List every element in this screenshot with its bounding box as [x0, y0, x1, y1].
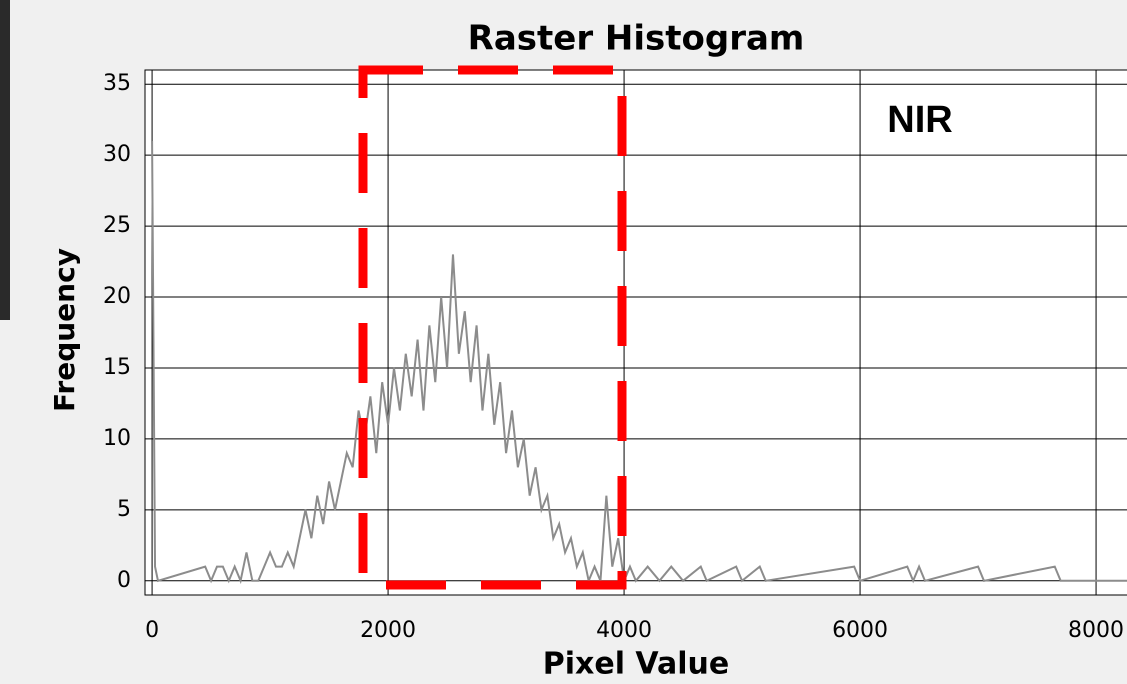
- y-tick-label: 5: [117, 497, 131, 522]
- y-tick-label: 20: [103, 284, 131, 309]
- x-tick-label: 2000: [360, 618, 416, 643]
- background-strip: [0, 0, 10, 320]
- marks: [151, 140, 1127, 585]
- x-tick-label: 6000: [832, 618, 888, 643]
- x-tick-label: 0: [145, 618, 159, 643]
- grid: [145, 70, 1127, 595]
- x-axis-label: Pixel Value: [543, 647, 730, 682]
- y-tick-label: 25: [103, 213, 131, 238]
- plot-area: [144, 69, 1127, 596]
- y-tick-label: 35: [103, 71, 131, 96]
- y-tick-label: 0: [117, 568, 131, 593]
- highlight-box: [358, 65, 627, 590]
- y-tick-label: 10: [103, 426, 131, 451]
- chart-title: Raster Histogram: [468, 19, 805, 59]
- y-axis-label: Frequency: [48, 248, 81, 412]
- y-tick-label: 30: [103, 142, 131, 167]
- annotation: NIR: [887, 99, 952, 141]
- histogram-line: [151, 140, 1127, 585]
- x-tick-label: 8000: [1068, 618, 1124, 643]
- x-tick-label: 4000: [596, 618, 652, 643]
- y-tick-label: 15: [103, 355, 131, 380]
